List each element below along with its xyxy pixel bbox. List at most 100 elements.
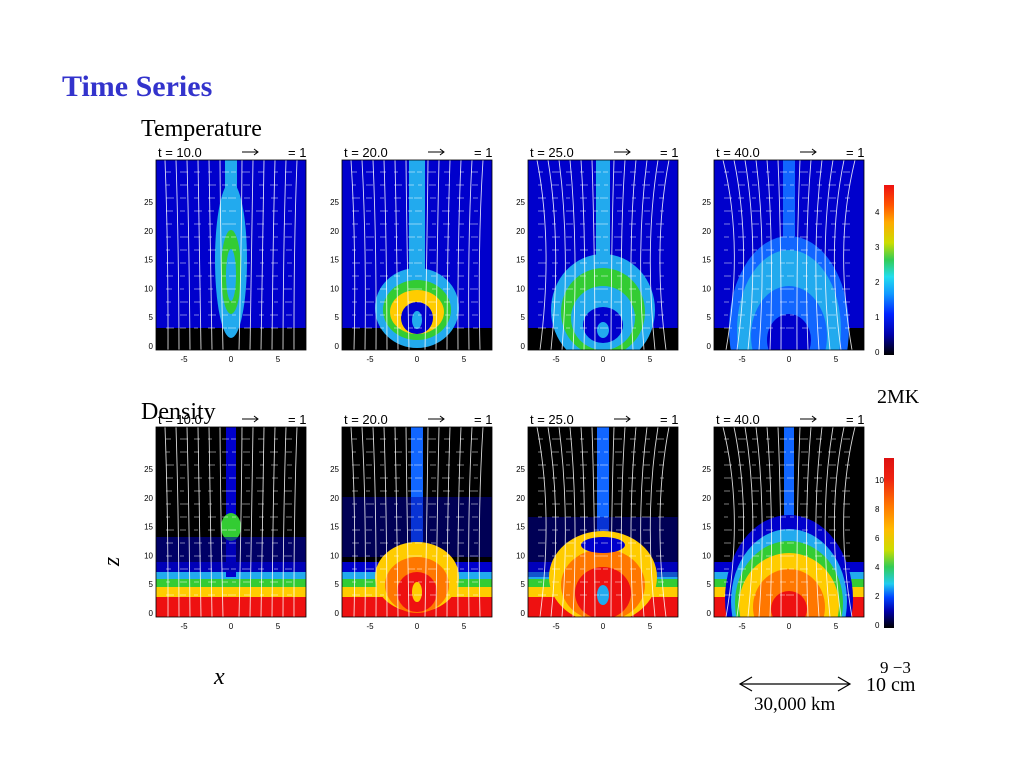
y-tick-label: 20 <box>144 494 153 503</box>
x-tick-label: 5 <box>462 622 467 631</box>
x-tick-label: 5 <box>834 622 839 631</box>
vector-arrow-icon <box>428 415 445 423</box>
vector-scale: = 1 <box>660 412 678 427</box>
y-tick-label: 25 <box>702 465 711 474</box>
density-label: Density <box>141 399 216 425</box>
colorbar-tick-label: 0 <box>875 621 880 630</box>
panel-time: t = 20.0 <box>344 145 388 160</box>
x-tick-label: 0 <box>601 355 606 364</box>
y-tick-label: 20 <box>516 494 525 503</box>
z-axis-label: z <box>99 556 126 567</box>
panel-time: t = 25.0 <box>530 412 574 427</box>
density-panel-4: t = 40.0 = 1 0 5 10 15 20 25 -5 0 5 <box>698 412 864 631</box>
panel-time: t = 40.0 <box>716 145 760 160</box>
y-tick-label: 25 <box>516 198 525 207</box>
y-tick-label: 0 <box>149 609 154 618</box>
y-tick-label: 0 <box>707 609 712 618</box>
panel-time: t = 40.0 <box>716 412 760 427</box>
y-tick-label: 0 <box>521 342 526 351</box>
panel-time: t = 25.0 <box>530 145 574 160</box>
y-tick-label: 25 <box>330 465 339 474</box>
panel-time: t = 10.0 <box>158 412 202 427</box>
y-tick-label: 25 <box>144 465 153 474</box>
vector-arrow-icon <box>242 415 259 423</box>
density-panel-2: t = 20.0 = 1 0 5 10 15 20 25 -5 0 5 <box>326 412 492 631</box>
x-tick-label: -5 <box>366 622 374 631</box>
y-tick-label: 5 <box>149 580 154 589</box>
vector-scale: = 1 <box>288 145 306 160</box>
temperature-unit: 2MK <box>877 386 920 408</box>
temperature-colorbar <box>884 185 894 355</box>
colorbar-tick-label: 4 <box>875 562 880 572</box>
x-tick-label: -5 <box>552 622 560 631</box>
x-tick-label: -5 <box>738 355 746 364</box>
colorbar-tick-label: 0 <box>875 348 880 357</box>
temperature-panel-1: t = 10.0 = 1 0 5 10 15 20 25 -5 0 5 <box>140 145 306 364</box>
y-tick-label: 10 <box>702 551 711 560</box>
density-panel-3: t = 25.0 = 1 0 5 10 15 20 25 -5 0 5 <box>512 412 678 631</box>
vector-arrow-icon <box>614 148 631 156</box>
y-tick-label: 15 <box>330 523 339 532</box>
x-tick-label: 5 <box>462 355 467 364</box>
y-tick-label: 15 <box>516 523 525 532</box>
y-tick-label: 10 <box>330 284 339 293</box>
y-tick-label: 20 <box>144 227 153 236</box>
temperature-panel-3: t = 25.0 = 1 0 5 10 15 20 25 -5 0 5 <box>512 145 678 364</box>
vector-scale: = 1 <box>474 145 492 160</box>
y-tick-label: 20 <box>702 227 711 236</box>
vector-scale: = 1 <box>288 412 306 427</box>
x-tick-label: -5 <box>180 355 188 364</box>
y-tick-label: 5 <box>707 313 712 322</box>
y-tick-label: 0 <box>521 609 526 618</box>
y-tick-label: 5 <box>521 313 526 322</box>
colorbar-tick-label: 10 <box>875 475 884 485</box>
y-tick-label: 5 <box>335 580 340 589</box>
y-tick-label: 0 <box>707 342 712 351</box>
density-unit: 10 cm <box>866 674 916 696</box>
y-tick-label: 0 <box>335 609 340 618</box>
vector-scale: = 1 <box>474 412 492 427</box>
x-tick-label: 5 <box>834 355 839 364</box>
colorbar-tick-label: 8 <box>875 504 880 514</box>
y-tick-label: 20 <box>330 494 339 503</box>
colorbar-tick-label: 1 <box>875 312 880 322</box>
vector-arrow-icon <box>242 148 259 156</box>
x-tick-label: 0 <box>787 355 792 364</box>
y-tick-label: 10 <box>144 284 153 293</box>
temperature-label: Temperature <box>141 116 262 142</box>
x-tick-label: -5 <box>552 355 560 364</box>
y-tick-label: 5 <box>149 313 154 322</box>
y-tick-label: 10 <box>516 284 525 293</box>
vector-scale: = 1 <box>846 145 864 160</box>
density-unit-exponent: 9 −3 <box>880 658 911 677</box>
y-tick-label: 10 <box>330 551 339 560</box>
vector-arrow-icon <box>800 148 817 156</box>
colorbar-tick-label: 2 <box>875 591 880 601</box>
x-tick-label: 5 <box>648 622 653 631</box>
y-tick-label: 15 <box>330 256 339 265</box>
vector-arrow-icon <box>614 415 631 423</box>
x-tick-label: -5 <box>738 622 746 631</box>
panel-time: t = 10.0 <box>158 145 202 160</box>
x-tick-label: 0 <box>415 355 420 364</box>
y-tick-label: 15 <box>702 256 711 265</box>
x-tick-label: 0 <box>415 622 420 631</box>
x-tick-label: -5 <box>366 355 374 364</box>
scale-length: 30,000 km <box>754 694 836 715</box>
y-tick-label: 5 <box>521 580 526 589</box>
x-tick-label: -5 <box>180 622 188 631</box>
y-tick-label: 10 <box>144 551 153 560</box>
vector-arrow-icon <box>800 415 817 423</box>
x-tick-label: 5 <box>276 622 281 631</box>
density-panel-1: t = 10.0 = 1 0 5 10 15 20 25 -5 0 5 <box>140 412 306 631</box>
colorbar-tick-label: 3 <box>875 242 880 252</box>
y-tick-label: 15 <box>144 523 153 532</box>
scale-arrow <box>738 676 852 692</box>
y-tick-label: 5 <box>335 313 340 322</box>
panel-time: t = 20.0 <box>344 412 388 427</box>
y-tick-label: 15 <box>516 256 525 265</box>
y-tick-label: 25 <box>144 198 153 207</box>
y-tick-label: 0 <box>149 342 154 351</box>
colorbar-tick-label: 2 <box>875 277 880 287</box>
y-tick-label: 10 <box>516 551 525 560</box>
